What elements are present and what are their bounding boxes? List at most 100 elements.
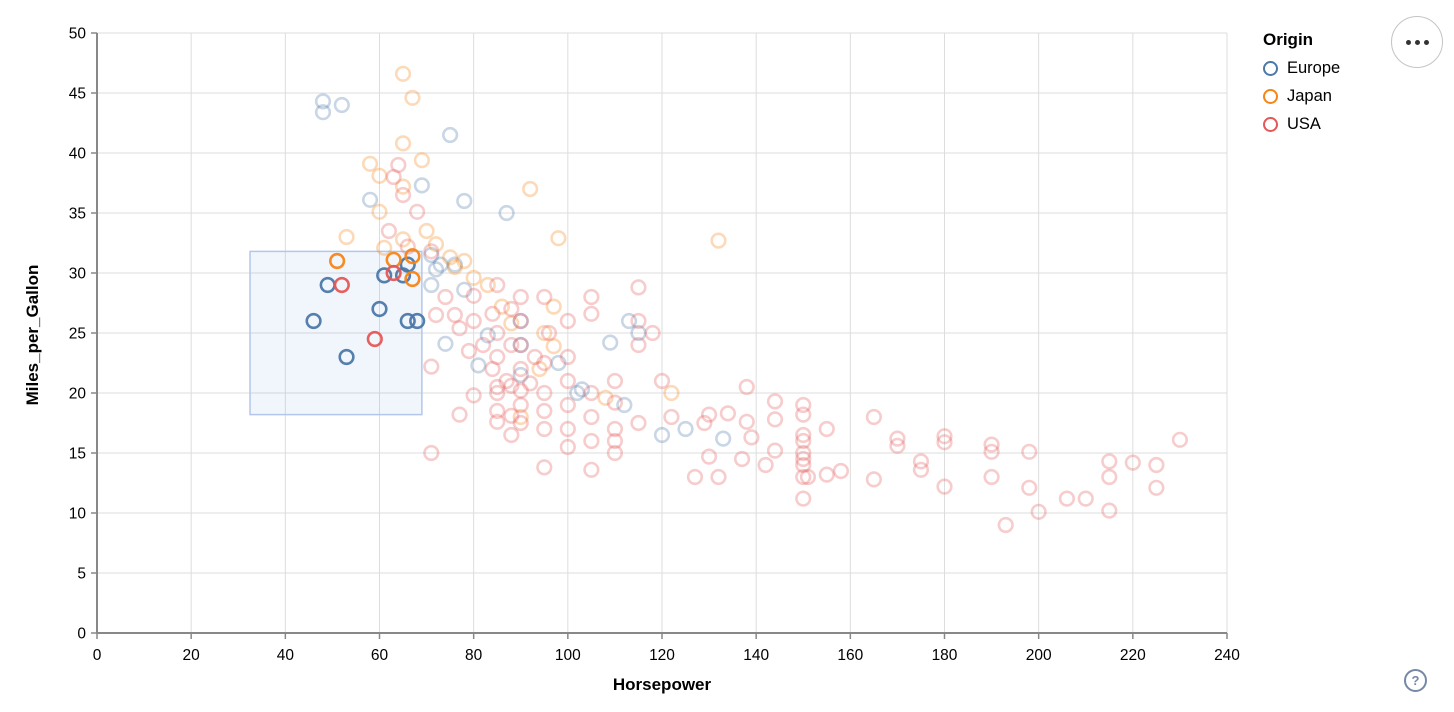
data-point[interactable] bbox=[437, 335, 454, 352]
data-point[interactable] bbox=[550, 354, 567, 372]
data-point[interactable] bbox=[700, 448, 718, 465]
data-point[interactable] bbox=[512, 336, 529, 354]
data-point[interactable] bbox=[489, 348, 506, 366]
data-point[interactable] bbox=[451, 406, 468, 423]
data-point[interactable] bbox=[371, 203, 388, 220]
data-point[interactable] bbox=[361, 155, 379, 172]
data-point[interactable] bbox=[630, 336, 647, 354]
data-point[interactable] bbox=[1021, 479, 1038, 496]
data-point[interactable] bbox=[795, 396, 812, 414]
data-point[interactable] bbox=[522, 375, 539, 392]
data-point[interactable] bbox=[733, 450, 751, 468]
data-point[interactable] bbox=[912, 461, 930, 478]
data-point[interactable] bbox=[795, 490, 812, 507]
data-point[interactable] bbox=[498, 204, 515, 222]
data-point[interactable] bbox=[442, 126, 459, 144]
data-point[interactable] bbox=[489, 276, 506, 294]
data-point[interactable] bbox=[597, 389, 614, 406]
data-point[interactable] bbox=[630, 324, 647, 342]
data-point[interactable] bbox=[399, 312, 416, 330]
data-point[interactable] bbox=[404, 89, 421, 106]
data-point[interactable] bbox=[512, 408, 529, 426]
data-point[interactable] bbox=[418, 222, 435, 240]
data-point[interactable] bbox=[394, 186, 412, 204]
data-point[interactable] bbox=[983, 436, 1000, 453]
data-point[interactable] bbox=[493, 298, 511, 315]
data-point[interactable] bbox=[446, 256, 463, 273]
data-point[interactable] bbox=[686, 468, 704, 486]
data-point[interactable] bbox=[653, 372, 671, 390]
data-point[interactable] bbox=[479, 327, 496, 344]
data-point[interactable] bbox=[710, 232, 727, 249]
data-point[interactable] bbox=[522, 180, 539, 198]
data-point[interactable] bbox=[512, 312, 529, 330]
data-point[interactable] bbox=[446, 306, 463, 324]
data-point[interactable] bbox=[394, 65, 412, 82]
data-point[interactable] bbox=[333, 276, 350, 294]
data-point[interactable] bbox=[865, 471, 882, 488]
data-point[interactable] bbox=[983, 443, 1000, 460]
data-point[interactable] bbox=[832, 462, 850, 480]
actions-menu-button[interactable] bbox=[1391, 16, 1443, 68]
data-point[interactable] bbox=[394, 135, 412, 152]
data-point[interactable] bbox=[912, 453, 930, 470]
data-point[interactable] bbox=[404, 270, 421, 288]
data-point[interactable] bbox=[583, 461, 600, 478]
data-point[interactable] bbox=[451, 320, 468, 337]
data-point[interactable] bbox=[503, 426, 520, 444]
data-point[interactable] bbox=[1101, 453, 1118, 470]
data-point[interactable] bbox=[409, 312, 426, 330]
data-point[interactable] bbox=[503, 336, 520, 354]
data-point[interactable] bbox=[361, 191, 379, 208]
data-point[interactable] bbox=[795, 468, 812, 486]
data-point[interactable] bbox=[540, 324, 558, 342]
data-point[interactable] bbox=[606, 420, 624, 438]
data-point[interactable] bbox=[630, 279, 647, 296]
data-point[interactable] bbox=[536, 459, 553, 476]
data-point[interactable] bbox=[569, 384, 586, 402]
data-point[interactable] bbox=[380, 222, 398, 240]
data-point[interactable] bbox=[503, 407, 520, 424]
data-point[interactable] bbox=[766, 442, 784, 459]
data-point[interactable] bbox=[545, 298, 562, 315]
data-point[interactable] bbox=[583, 384, 600, 402]
data-point[interactable] bbox=[606, 444, 624, 462]
data-point[interactable] bbox=[394, 178, 412, 195]
data-point[interactable] bbox=[889, 437, 906, 454]
data-point[interactable] bbox=[936, 428, 953, 445]
data-point[interactable] bbox=[314, 93, 332, 110]
data-point[interactable] bbox=[1030, 503, 1047, 520]
data-point[interactable] bbox=[616, 396, 633, 414]
data-point[interactable] bbox=[489, 378, 506, 396]
data-point[interactable] bbox=[503, 315, 520, 332]
data-point[interactable] bbox=[385, 168, 402, 186]
data-point[interactable] bbox=[536, 354, 553, 372]
data-point[interactable] bbox=[644, 324, 661, 342]
data-point[interactable] bbox=[503, 377, 520, 394]
data-point[interactable] bbox=[1058, 490, 1076, 507]
data-point[interactable] bbox=[413, 152, 430, 169]
data-point[interactable] bbox=[333, 96, 350, 114]
data-point[interactable] bbox=[305, 312, 322, 330]
data-point[interactable] bbox=[512, 360, 529, 378]
help-button[interactable]: ? bbox=[1404, 669, 1427, 692]
data-point[interactable] bbox=[536, 324, 553, 342]
data-point[interactable] bbox=[446, 258, 463, 276]
data-point[interactable] bbox=[583, 288, 600, 306]
data-point[interactable] bbox=[512, 312, 529, 330]
data-point[interactable] bbox=[479, 276, 496, 294]
data-point[interactable] bbox=[536, 384, 553, 402]
data-point[interactable] bbox=[366, 330, 383, 348]
data-point[interactable] bbox=[606, 432, 624, 450]
data-point[interactable] bbox=[795, 456, 812, 474]
data-point[interactable] bbox=[653, 426, 671, 444]
data-point[interactable] bbox=[489, 413, 506, 430]
data-point[interactable] bbox=[314, 104, 332, 121]
data-point[interactable] bbox=[432, 256, 449, 273]
data-point[interactable] bbox=[442, 249, 459, 266]
data-point[interactable] bbox=[766, 393, 784, 410]
data-point[interactable] bbox=[423, 276, 440, 294]
data-point[interactable] bbox=[423, 243, 440, 260]
data-point[interactable] bbox=[484, 360, 501, 378]
data-point[interactable] bbox=[456, 252, 473, 270]
